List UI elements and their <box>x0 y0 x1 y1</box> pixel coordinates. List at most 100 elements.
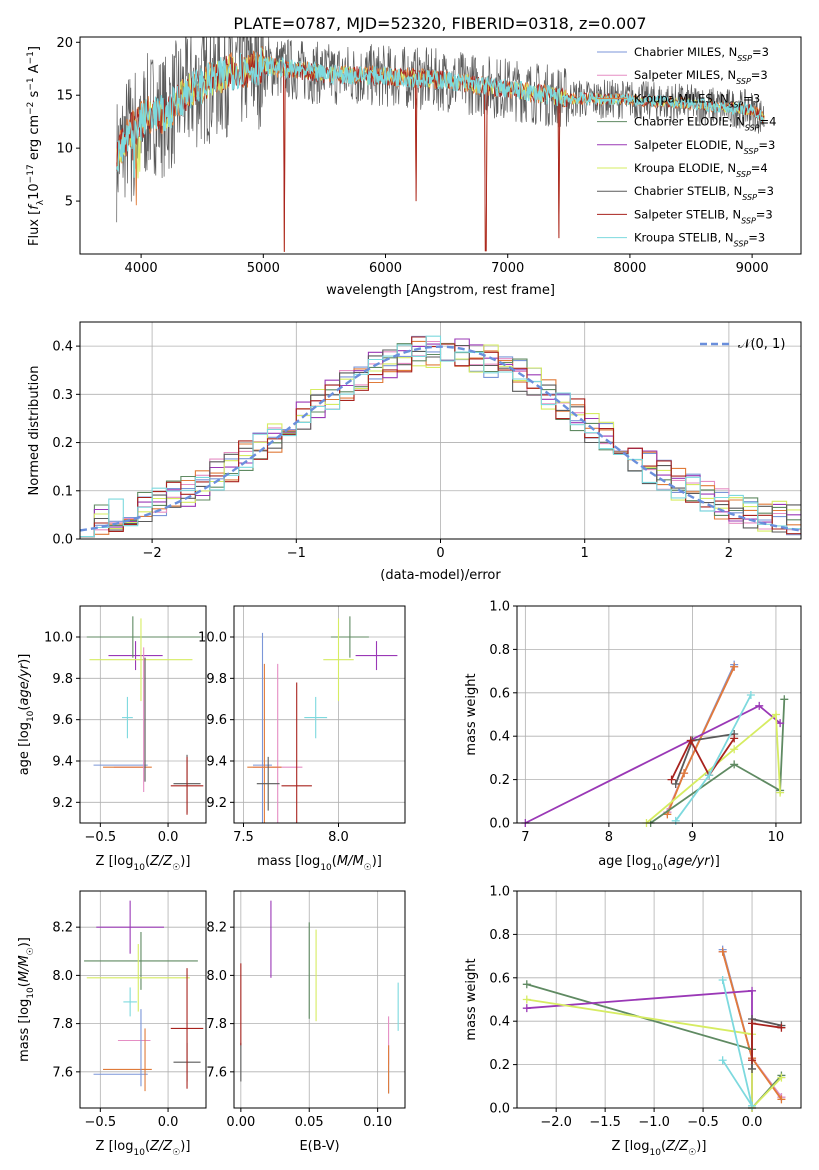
series-marker <box>730 745 739 754</box>
y-tick-label: 0.2 <box>489 1058 510 1073</box>
x-tick-label: 7.5 <box>233 830 254 845</box>
x-tick-label: −0.5 <box>85 830 117 845</box>
spectrum-lines <box>116 37 765 252</box>
series-line <box>526 989 753 1108</box>
y-tick-label: 0.6 <box>489 686 510 701</box>
errorbars <box>86 616 204 815</box>
histograms <box>80 335 801 538</box>
legend-entry: Chabrier STELIB, NSSP=3 <box>634 184 774 202</box>
legend-entry: Salpeter ELODIE, NSSP=3 <box>634 138 775 156</box>
series-marker <box>748 1019 757 1028</box>
y-tick-label: 0.1 <box>52 484 73 499</box>
y-tick-label: 7.8 <box>52 1017 73 1032</box>
x-tick-label: 7 <box>521 830 529 845</box>
y-tick-label: 0.3 <box>52 388 73 403</box>
series-marker <box>777 1073 786 1082</box>
y-tick-label: 10.0 <box>198 631 227 646</box>
x-tick-label: 0.0 <box>158 830 179 845</box>
series-marker <box>667 775 676 784</box>
y-tick-label: 9.4 <box>206 755 227 770</box>
y-tick-label: 10 <box>56 142 73 157</box>
y-tick-label: 0.2 <box>52 436 73 451</box>
y-tick-label: 5 <box>65 195 73 210</box>
x-tick-label: −1 <box>287 546 306 561</box>
series-marker <box>780 695 789 704</box>
axes-frame <box>516 605 802 824</box>
metallicity-x-label: Z [log10(Z/Z☉)] <box>96 854 191 873</box>
series-line <box>650 699 786 824</box>
series-marker <box>746 690 755 699</box>
spectrum-line-chabrier-stelib <box>116 37 765 223</box>
spectrum-line-salpeter-stelib <box>116 50 765 252</box>
axes-frame <box>233 890 406 1109</box>
x-tick-label: 0.05 <box>295 1115 324 1130</box>
y-tick-label: 0.4 <box>489 730 510 745</box>
x-tick-label: 0.10 <box>363 1115 392 1130</box>
y-tick-label: 10.0 <box>44 631 73 646</box>
normal-curve <box>80 345 801 532</box>
y-tick-label: 0.0 <box>52 533 73 548</box>
x-tick-label: −0.5 <box>85 1115 117 1130</box>
series-line <box>751 1022 782 1061</box>
age-label: age [log10(age/yr)] <box>17 654 36 776</box>
y-tick-label: 0.6 <box>489 971 510 986</box>
legend-entry: Kroupa ELODIE, NSSP=4 <box>634 161 768 179</box>
y-tick-label: 9.6 <box>206 713 227 728</box>
residuals-x-label: (data-model)/error <box>380 568 501 583</box>
series-marker <box>522 1004 531 1013</box>
errorbars <box>247 616 398 823</box>
x-tick-label: −0.5 <box>687 1115 719 1130</box>
x-tick-label: 8.0 <box>328 830 349 845</box>
age-vs-metallicity-panel: −0.5 0.0 9.2 9.4 9.6 9.8 10.0 Z [log10(Z/Z☉)] ag… <box>17 605 207 873</box>
x-tick-label: 10 <box>768 830 785 845</box>
axes-frame <box>79 36 802 255</box>
y-tick-label: 1.0 <box>489 885 510 900</box>
legend-entry: Chabrier ELODIE, NSSP=4 <box>634 115 776 133</box>
y-tick-label: 8.2 <box>52 921 73 936</box>
y-tick-label: 9.6 <box>52 713 73 728</box>
legend-entry: Kroupa STELIB, NSSP=3 <box>634 231 765 249</box>
legend-entry: Chabrier MILES, NSSP=3 <box>634 45 769 63</box>
spectrum-panel: 4000 5000 6000 7000 8000 9000 5 10 15 20 wavelengt… <box>26 36 802 298</box>
y-tick-label: 7.8 <box>206 1017 227 1032</box>
residuals-panel: −2 −1 0 1 2 0.0 0.1 0.2 0.3 0.4 𝒩(0, 1) (data-model… <box>27 321 802 583</box>
series-marker <box>730 760 739 769</box>
series-marker <box>671 779 680 788</box>
series-marker <box>777 1023 786 1032</box>
series-marker <box>748 986 757 995</box>
x-tick-label: 8000 <box>613 261 646 276</box>
x-tick-label: 0.0 <box>158 1115 179 1130</box>
series-marker <box>748 1056 757 1065</box>
series-marker <box>718 1056 727 1065</box>
x-tick-label: 0 <box>436 546 444 561</box>
y-tick-label: 0.0 <box>489 817 510 832</box>
y-tick-label: 0.8 <box>489 928 510 943</box>
series-marker <box>522 980 531 989</box>
series-marker <box>680 769 689 778</box>
series-marker <box>777 1095 786 1104</box>
series-line <box>645 712 781 824</box>
x-tick-label: 7000 <box>491 261 524 276</box>
spectrum-legend: Chabrier MILES, NSSP=3 Salpeter MILES, NS… <box>597 45 776 248</box>
weight-vs-metallicity-panel: −2.0 −1.5 −1.0 −0.5 0.0 0.0 0.2 0.4 0.6 0.8 1.0 mas… <box>464 885 802 1158</box>
series-marker <box>748 1064 757 1073</box>
y-tick-label: 9.8 <box>206 672 227 687</box>
x-tick-label: 9000 <box>736 261 769 276</box>
y-tick-label: 0.4 <box>489 1015 510 1030</box>
series-marker <box>522 995 531 1004</box>
x-tick-label: 4000 <box>125 261 158 276</box>
series-marker <box>776 788 785 797</box>
mass-weight-y-label: mass weight <box>464 958 479 1040</box>
mass-label: mass [log10(M/M☉)] <box>17 937 36 1062</box>
legend-entry: Salpeter MILES, NSSP=3 <box>634 68 768 86</box>
y-tick-label: 9.4 <box>52 755 73 770</box>
weight-series <box>522 945 786 1112</box>
y-tick-label: 9.2 <box>206 796 227 811</box>
x-tick-label: 9 <box>688 830 696 845</box>
x-tick-label: −1.0 <box>638 1115 670 1130</box>
spectrum-line-kroupa-stelib <box>116 47 765 178</box>
x-tick-label: 6000 <box>369 261 402 276</box>
residuals-y-label: Normed distribution <box>27 366 42 496</box>
series-line <box>524 704 781 824</box>
